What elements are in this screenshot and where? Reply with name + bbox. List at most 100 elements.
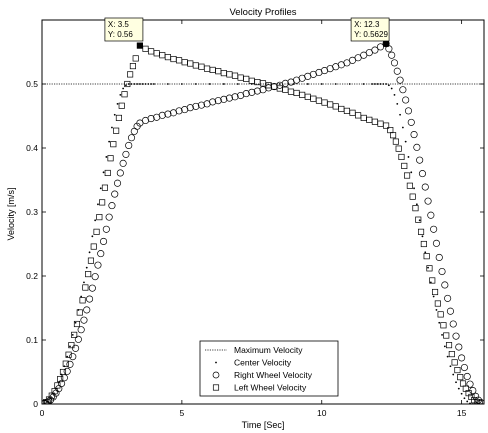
right-wheel-point (72, 344, 80, 352)
right-wheel-point (186, 104, 194, 112)
right-wheel-point (105, 213, 113, 221)
left-wheel-point (65, 351, 72, 358)
left-wheel-point (62, 360, 69, 367)
left-wheel-point (101, 184, 108, 191)
right-wheel-point (77, 326, 85, 334)
center-velocity-point (306, 83, 309, 85)
center-velocity-point (74, 321, 77, 324)
center-velocity-point (122, 87, 125, 90)
left-wheel-point (57, 375, 64, 383)
left-wheel-point (473, 399, 481, 404)
right-wheel-point (399, 86, 407, 94)
left-wheel-point (121, 91, 128, 98)
left-wheel-point (434, 300, 441, 307)
right-wheel-point (116, 169, 124, 177)
center-velocity-point (222, 83, 225, 85)
x-axis-label: Time [Sec] (242, 420, 285, 430)
left-wheel-point (79, 297, 86, 304)
left-wheel-point (90, 243, 97, 250)
right-wheel-point (225, 94, 233, 102)
data-tip-box (104, 17, 144, 42)
y-axis-label: Velocity [m/s] (6, 187, 16, 240)
left-wheel-point (59, 368, 67, 376)
data-tip-x: X: 12.3 (354, 20, 380, 29)
legend-dot-symbol (215, 361, 217, 364)
right-wheel-point (427, 211, 435, 219)
right-wheel-point (466, 380, 474, 388)
center-velocity-point (466, 400, 469, 403)
plot-area: 0 5 10 15 0 0.1 0.2 0.3 0.4 0.5 X: 3.5Y: 0.56 X: 1… (26, 17, 485, 418)
center-velocity-point (427, 266, 429, 269)
center-velocity-point (208, 83, 211, 85)
center-velocity-point (421, 235, 424, 238)
y-tick-label: 0.4 (26, 143, 38, 153)
data-tip-marker (136, 42, 143, 49)
center-velocity-point (69, 345, 71, 348)
center-velocity-point (441, 333, 443, 336)
left-wheel-point (73, 320, 81, 328)
chart-title: Velocity Profiles (229, 7, 296, 18)
left-wheel-point (68, 342, 75, 349)
data-tip[interactable]: X: 12.3Y: 0.5629 (350, 17, 390, 47)
center-velocity-point (407, 156, 410, 158)
left-wheel-point (390, 132, 397, 139)
right-wheel-point (147, 115, 155, 123)
left-wheel-point (124, 80, 131, 88)
left-wheel-point (96, 214, 103, 221)
left-wheel-point (132, 55, 139, 62)
legend-label: Maximum Velocity (234, 345, 303, 355)
center-velocity-point (446, 355, 449, 358)
left-wheel-point (93, 228, 100, 235)
left-wheel-point (51, 388, 58, 395)
center-velocity-point (194, 83, 197, 85)
left-wheel-point (76, 309, 83, 316)
right-wheel-point (113, 179, 122, 187)
right-wheel-point (58, 379, 66, 388)
right-wheel-point (424, 197, 432, 205)
center-velocity-point (469, 402, 471, 404)
left-wheel-point (406, 182, 413, 189)
center-velocity-point (401, 126, 404, 129)
right-wheel-point (122, 150, 130, 158)
left-wheel-point (398, 153, 405, 161)
center-velocity-point (396, 102, 399, 105)
y-tick-label: 0.1 (26, 335, 38, 345)
left-wheel-point (113, 127, 120, 134)
right-wheel-point (158, 111, 166, 119)
center-velocity-point (376, 83, 379, 85)
right-wheel-point (281, 79, 289, 87)
right-wheel-point (88, 284, 96, 292)
right-wheel-point (388, 51, 396, 59)
center-velocity-point (399, 113, 401, 116)
center-velocity-point (94, 219, 97, 222)
left-wheel-point (431, 288, 439, 296)
right-wheel-point (390, 59, 399, 67)
center-velocity-point (455, 381, 457, 384)
center-velocity-point (457, 387, 460, 390)
center-velocity-point (404, 140, 407, 143)
center-velocity-point (83, 281, 85, 284)
right-wheel-point (463, 372, 471, 381)
right-wheel-point (253, 87, 261, 95)
left-wheel-point (110, 141, 117, 148)
center-velocity-point (334, 83, 337, 85)
right-wheel-point (69, 353, 77, 361)
right-wheel-point (444, 294, 452, 302)
legend: Maximum Velocity Center Velocity Right Whe… (199, 340, 339, 397)
center-velocity-point (88, 251, 91, 254)
center-velocity-point (152, 83, 155, 85)
center-velocity-point (424, 251, 427, 254)
center-velocity-point (147, 83, 150, 85)
center-velocity-point (108, 140, 111, 143)
center-velocity-point (379, 83, 382, 85)
right-wheel-point (413, 143, 421, 151)
right-wheel-point (410, 131, 418, 139)
right-wheel-point (97, 250, 105, 258)
axis-ticks: 0 5 10 15 0 0.1 0.2 0.3 0.4 0.5 (26, 20, 484, 418)
left-wheel-point (423, 253, 430, 260)
center-velocity-point (373, 83, 376, 85)
data-tip[interactable]: X: 3.5Y: 0.56 (104, 17, 144, 49)
center-velocity-point (278, 83, 281, 85)
center-velocity-point (390, 87, 393, 90)
left-wheel-point (476, 400, 483, 404)
